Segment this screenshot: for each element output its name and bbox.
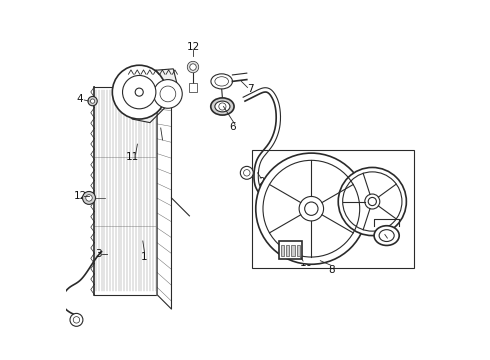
Text: 12: 12 bbox=[74, 191, 87, 201]
Ellipse shape bbox=[215, 101, 230, 112]
Ellipse shape bbox=[215, 77, 228, 86]
Circle shape bbox=[219, 103, 226, 110]
Circle shape bbox=[122, 76, 156, 109]
Circle shape bbox=[365, 194, 380, 209]
Circle shape bbox=[73, 317, 80, 323]
Circle shape bbox=[244, 170, 250, 176]
Text: 6: 6 bbox=[229, 122, 236, 132]
Bar bbox=[296, 245, 300, 256]
Circle shape bbox=[112, 65, 166, 119]
Text: 11: 11 bbox=[125, 152, 139, 162]
Ellipse shape bbox=[211, 74, 232, 89]
Circle shape bbox=[91, 99, 95, 103]
Bar bbox=[291, 245, 295, 256]
Text: 7: 7 bbox=[247, 84, 254, 94]
Bar bbox=[280, 245, 284, 256]
Circle shape bbox=[88, 96, 97, 106]
Bar bbox=[286, 245, 290, 256]
Circle shape bbox=[160, 86, 176, 102]
Polygon shape bbox=[157, 87, 171, 309]
Bar bbox=[252, 149, 414, 268]
Circle shape bbox=[338, 167, 406, 235]
Circle shape bbox=[187, 61, 199, 73]
Circle shape bbox=[299, 197, 323, 221]
Circle shape bbox=[86, 195, 92, 201]
Circle shape bbox=[368, 197, 376, 206]
Bar bbox=[189, 83, 197, 92]
Circle shape bbox=[240, 166, 253, 179]
Ellipse shape bbox=[379, 230, 394, 242]
Ellipse shape bbox=[211, 98, 234, 115]
Text: 8: 8 bbox=[328, 265, 334, 275]
Circle shape bbox=[153, 80, 182, 108]
Circle shape bbox=[305, 202, 318, 215]
Circle shape bbox=[135, 88, 143, 96]
Text: 4: 4 bbox=[77, 94, 83, 104]
Text: 9: 9 bbox=[387, 236, 393, 246]
Ellipse shape bbox=[374, 226, 399, 246]
Text: 12: 12 bbox=[186, 42, 199, 52]
Text: 5: 5 bbox=[159, 139, 166, 149]
Text: 2: 2 bbox=[258, 177, 265, 187]
Bar bbox=[279, 241, 302, 259]
Text: 1: 1 bbox=[141, 252, 148, 262]
Text: 3: 3 bbox=[95, 248, 101, 258]
Text: 10: 10 bbox=[299, 258, 313, 268]
Circle shape bbox=[256, 153, 367, 264]
Circle shape bbox=[70, 314, 83, 326]
Circle shape bbox=[190, 64, 196, 70]
Polygon shape bbox=[123, 69, 177, 123]
Circle shape bbox=[82, 192, 96, 204]
